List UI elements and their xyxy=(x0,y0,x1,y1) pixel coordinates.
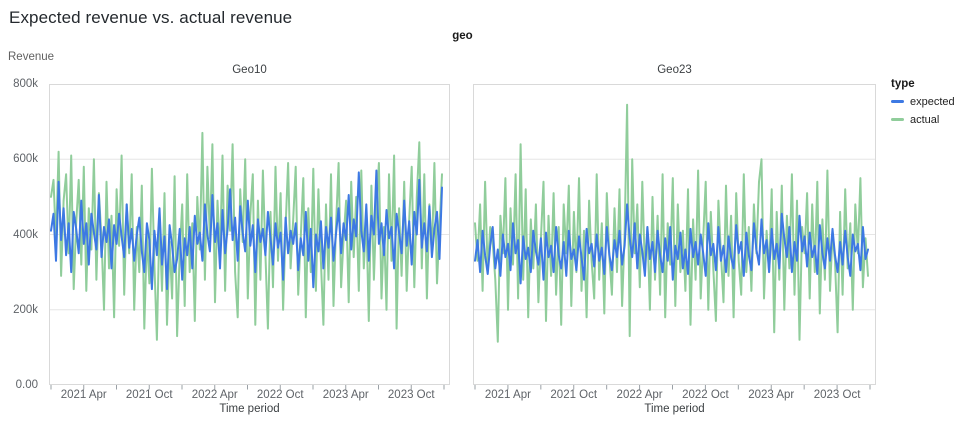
geo23-x-tick-labels: 2021 Apr 2021 Oct 2022 Apr 2022 Oct 2023 Apr… xyxy=(473,389,876,403)
legend: type expected actual xyxy=(891,78,955,131)
legend-item-label: actual xyxy=(910,113,940,126)
plot-border xyxy=(473,84,876,385)
x-tick-label: 2022 Apr xyxy=(616,389,663,401)
geo23-x-axis-title: Time period xyxy=(644,403,705,415)
x-tick-label: 2022 Oct xyxy=(256,389,304,401)
x-tick-label: 2021 Oct xyxy=(550,389,598,401)
actual-line xyxy=(474,103,869,343)
facet-title-geo10: Geo10 xyxy=(232,64,267,76)
legend-item-label: expected xyxy=(910,95,955,108)
y-tick-label: 200k xyxy=(13,303,38,316)
x-tick-label: 2023 Oct xyxy=(387,389,435,401)
y-tick-label: 0.00 xyxy=(15,379,38,391)
expected-line xyxy=(50,169,443,291)
x-tick-label: 2022 Oct xyxy=(682,389,729,401)
expected-line-swatch xyxy=(891,100,904,103)
plot-border xyxy=(49,84,450,385)
x-tick-label: 2021 Apr xyxy=(484,389,531,401)
x-tick-label: 2021 Apr xyxy=(60,389,107,401)
legend-title: type xyxy=(891,78,915,90)
facet-title-geo23: Geo23 xyxy=(657,64,692,76)
geo10-x-axis-title: Time period xyxy=(219,403,280,415)
page-title: Expected revenue vs. actual revenue xyxy=(9,8,293,27)
legend-item-expected[interactable]: expected xyxy=(891,95,955,108)
geo23-line-chart xyxy=(473,84,876,390)
x-tick-label: 2023 Apr xyxy=(748,389,795,401)
actual-line-swatch xyxy=(891,118,904,121)
y-tick-label: 400k xyxy=(13,228,38,241)
geo10-x-tick-labels: 2021 Apr 2021 Oct 2022 Apr 2022 Oct 2023 Apr… xyxy=(49,389,450,403)
x-tick-label: 2023 Apr xyxy=(322,389,369,401)
expected-line xyxy=(474,203,869,285)
y-tick-label: 600k xyxy=(13,153,38,166)
legend-item-actual[interactable]: actual xyxy=(891,113,955,126)
x-tick-label: 2023 Oct xyxy=(813,389,861,401)
x-tick-label: 2021 Oct xyxy=(125,389,173,401)
geo10-line-chart xyxy=(49,84,450,390)
y-axis-title: Revenue xyxy=(8,51,55,63)
facet-field-header: geo xyxy=(452,30,473,42)
x-tick-label: 2022 Apr xyxy=(191,389,238,401)
y-tick-label: 800k xyxy=(13,78,38,90)
